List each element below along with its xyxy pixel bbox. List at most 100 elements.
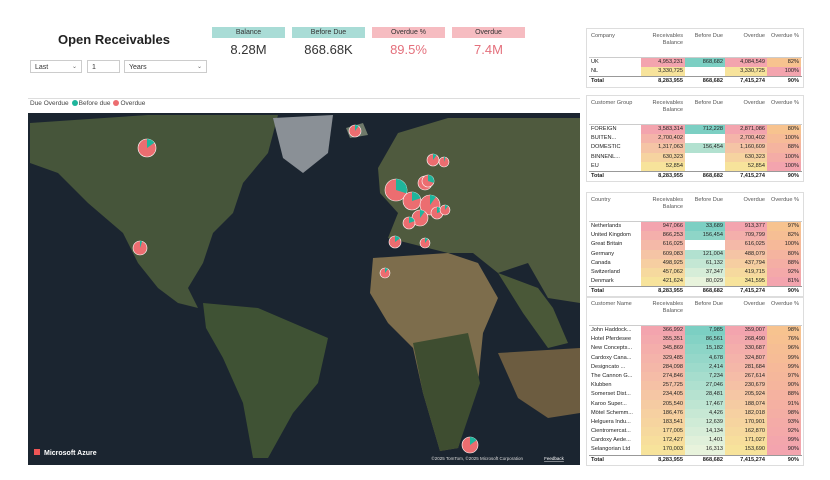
input-text: 1: [92, 64, 96, 71]
kpi-label: Balance: [212, 27, 285, 38]
table-cell: 437,794: [725, 258, 767, 268]
table-cell: 156,454: [685, 231, 725, 241]
table-cell: 1,401: [685, 436, 725, 446]
row-label: Great Britain: [591, 241, 623, 248]
row-label: Cardoxy Aede...: [591, 437, 631, 444]
unit-dropdown[interactable]: Years ⌄: [124, 60, 207, 73]
table-row: The Cannon G... 274,846 7,234 267,614 97%: [589, 371, 802, 382]
table-row: Mötel Schemm... 186,476 4,426 182,018 98%: [589, 408, 802, 418]
table-cell: 7,985: [685, 326, 725, 336]
feedback-link[interactable]: Feedback: [544, 456, 565, 461]
total-cell: 868,682: [702, 456, 723, 463]
row-label: Selangorian Ltd: [591, 446, 631, 453]
table-cell: 98%: [767, 408, 801, 418]
table-cell: 4,678: [685, 353, 725, 363]
row-label: BUITEN...: [591, 135, 617, 142]
table-cell: 99%: [767, 353, 801, 363]
table-row: Cardoxy Aede... 172,427 1,401 171,027 99%: [589, 436, 802, 446]
map[interactable]: Microsoft Azure ©2025 TomTom, ©2025 Micr…: [28, 113, 580, 465]
column-header: Customer Name: [591, 301, 632, 307]
table-cell: 421,624: [641, 277, 685, 287]
table-cell: 2,700,402: [641, 134, 685, 144]
table-cell: 1,160,609: [725, 143, 767, 153]
table-cell: 188,074: [725, 399, 767, 409]
header-row[interactable]: Customer Group Receivables Balance Before …: [589, 97, 802, 125]
table-cell: 866,253: [641, 231, 685, 241]
row-label: NL: [591, 68, 599, 75]
total-cell: 868,682: [702, 288, 723, 295]
table-cell: 4,953,231: [641, 58, 685, 68]
table-cell: [685, 67, 725, 76]
total-cell: 7,415,274: [740, 78, 765, 85]
table-cell: 913,377: [725, 222, 767, 232]
total-cell: Total: [591, 288, 604, 295]
table-cell: 170,901: [725, 417, 767, 428]
table-cell: 80,029: [685, 277, 725, 287]
pie-part: [147, 139, 155, 148]
table-row: Designcato ... 284,098 2,414 281,684 99%: [589, 362, 802, 372]
pie-markers: [132, 124, 479, 454]
pie-part: [444, 157, 446, 162]
column-header: Before Due: [694, 100, 723, 106]
table-cell: 609,083: [641, 249, 685, 259]
table-cell: 162,870: [725, 427, 767, 437]
header-row[interactable]: Company Receivables Balance Before Due Over…: [589, 30, 802, 58]
table-row: Canada 498,925 61,132 437,794 88%: [589, 258, 802, 268]
row-label: Designcato ...: [591, 363, 626, 370]
table-cell: 96%: [767, 344, 801, 354]
pie-part: [140, 241, 143, 248]
column-header: Overdue: [743, 301, 765, 307]
total-cell: 868,682: [702, 78, 723, 85]
table-cell: [685, 240, 725, 249]
table-cell: 17,467: [685, 399, 725, 409]
period-dropdown[interactable]: Last ⌄: [30, 60, 82, 73]
table-cell: 709,799: [725, 231, 767, 241]
row-label: Netherlands: [591, 223, 622, 229]
customer-name-table: Customer Name Receivables Balance Before D…: [586, 296, 804, 466]
table-cell: 14,134: [685, 427, 725, 437]
count-input[interactable]: 1: [87, 60, 120, 73]
table-row: Somerset Dist... 234,405 28,481 205,924 88%: [589, 390, 802, 400]
table-cell: 88%: [767, 143, 801, 153]
total-cell: 8,283,955: [658, 288, 683, 295]
table-cell: 52,854: [725, 161, 767, 171]
total-row: Total 8,283,955 868,682 7,415,274 90%: [589, 170, 802, 181]
table-cell: 90%: [767, 381, 801, 391]
table-cell: 76%: [767, 335, 801, 345]
table-cell: 98%: [767, 326, 801, 336]
row-label: DOMESTIC: [591, 144, 621, 151]
table-row: Cientromercat... 177,005 14,134 162,870 92%: [589, 427, 802, 437]
land: [273, 115, 333, 173]
pie-part: [430, 195, 436, 205]
kpi-value: 89.5%: [390, 42, 427, 57]
land: [498, 273, 568, 348]
table-cell: 329,485: [641, 353, 685, 363]
row-label: EU: [591, 162, 599, 169]
table-cell: 97%: [767, 222, 801, 232]
table-cell: 359,007: [725, 326, 767, 336]
table-row: UK 4,953,231 868,682 4,084,549 82%: [589, 58, 802, 68]
table-cell: 230,679: [725, 381, 767, 391]
total-cell: 90%: [787, 456, 799, 463]
header-row[interactable]: Customer Name Receivables Balance Before D…: [589, 298, 802, 326]
table-cell: 7,234: [685, 371, 725, 382]
table-cell: 630,323: [641, 152, 685, 162]
table-cell: 1,317,063: [641, 143, 685, 153]
total-cell: 90%: [787, 288, 799, 295]
table-row: Netherlands 947,066 33,689 913,377 97%: [589, 222, 802, 232]
kpi-label: Before Due: [292, 27, 365, 38]
legend-item: Overdue: [120, 100, 146, 107]
column-header: Overdue: [743, 197, 765, 203]
table-cell: 28,481: [685, 390, 725, 400]
row-label: The Cannon G...: [591, 372, 633, 379]
row-label: Helguera Indu...: [591, 418, 631, 425]
row-label: UK: [591, 59, 599, 65]
table-row: EU 52,854 52,854 100%: [589, 161, 802, 171]
header-row[interactable]: Country Receivables Balance Before Due Over…: [589, 194, 802, 222]
table-row: NL 3,330,725 3,330,725 100%: [589, 67, 802, 77]
pie-part: [433, 154, 437, 160]
table-cell: 205,540: [641, 399, 685, 409]
table-cell: 183,541: [641, 417, 685, 428]
table-cell: 341,595: [725, 277, 767, 287]
column-header: Before Due: [694, 33, 723, 39]
